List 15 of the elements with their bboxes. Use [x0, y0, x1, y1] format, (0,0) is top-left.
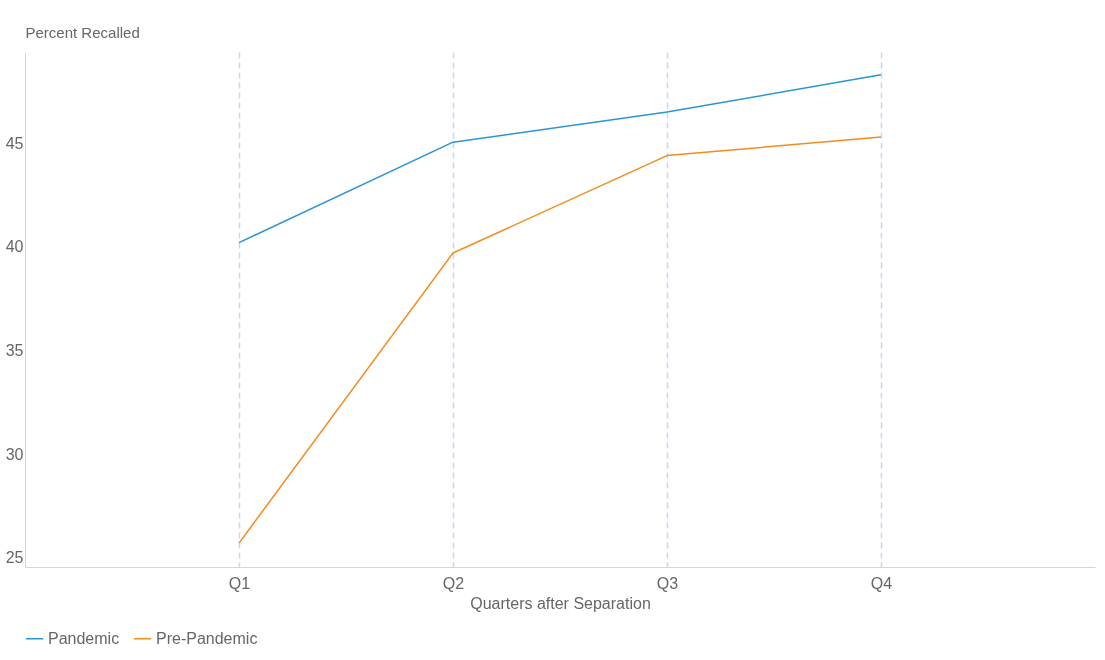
legend-label: Pandemic [48, 629, 120, 647]
x-tick-label: Q2 [442, 574, 465, 592]
y-tick-label: 30 [5, 445, 24, 463]
x-tick-label: Q1 [228, 574, 251, 592]
y-tick-label: 45 [5, 134, 24, 152]
x-tick-label: Q3 [656, 574, 679, 592]
x-axis-title: Quarters after Separation [470, 594, 651, 612]
y-tick-label: 40 [5, 238, 24, 256]
y-tick-label: 35 [5, 341, 24, 359]
line-series [238, 136, 882, 544]
legend-label: Pre-Pandemic [156, 629, 258, 647]
y-axis-title: Percent Recalled [25, 23, 140, 41]
x-tick-label: Q4 [870, 574, 893, 592]
line-series [238, 74, 882, 244]
y-tick-label: 25 [5, 549, 24, 567]
